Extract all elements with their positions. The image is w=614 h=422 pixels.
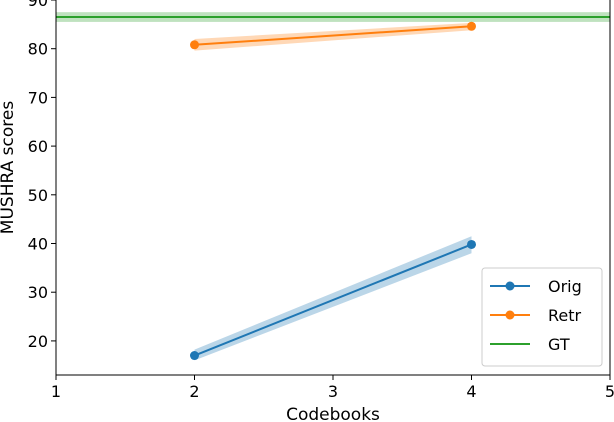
x-tick-label: 5 — [605, 382, 614, 401]
x-tick-label: 3 — [328, 382, 338, 401]
series-orig-point — [190, 351, 199, 361]
x-tick-label: 1 — [51, 382, 61, 401]
plot-area — [56, 12, 610, 361]
y-tick-label: 50 — [28, 186, 48, 205]
y-tick-label: 70 — [28, 88, 48, 107]
series-orig-line — [194, 243, 472, 357]
x-axis-label: Codebooks — [286, 405, 380, 422]
legend-orig-marker — [505, 281, 515, 291]
series-orig-point — [467, 239, 476, 249]
x-tick-label: 4 — [466, 382, 476, 401]
series-retr-line — [194, 25, 472, 46]
y-tick-label: 90 — [28, 0, 48, 10]
series-retr-point — [467, 21, 476, 31]
legend-retr-label: Retr — [548, 306, 582, 325]
y-axis-label: MUSHRA scores — [0, 101, 18, 235]
series-orig-band — [194, 236, 472, 361]
y-tick-label: 80 — [28, 40, 48, 59]
legend-retr-marker — [505, 310, 515, 320]
legend-box — [481, 267, 603, 367]
y-tick-label: 30 — [28, 283, 48, 302]
y-tick-label: 20 — [28, 332, 48, 351]
legend-gt-label: GT — [548, 335, 570, 354]
y-tick-label: 60 — [28, 137, 48, 156]
y-tick-label: 40 — [28, 235, 48, 254]
series-retr-point — [190, 40, 199, 50]
series-retr-band — [194, 22, 472, 51]
x-tick-label: 2 — [189, 382, 199, 401]
legend-orig-label: Orig — [548, 277, 582, 296]
